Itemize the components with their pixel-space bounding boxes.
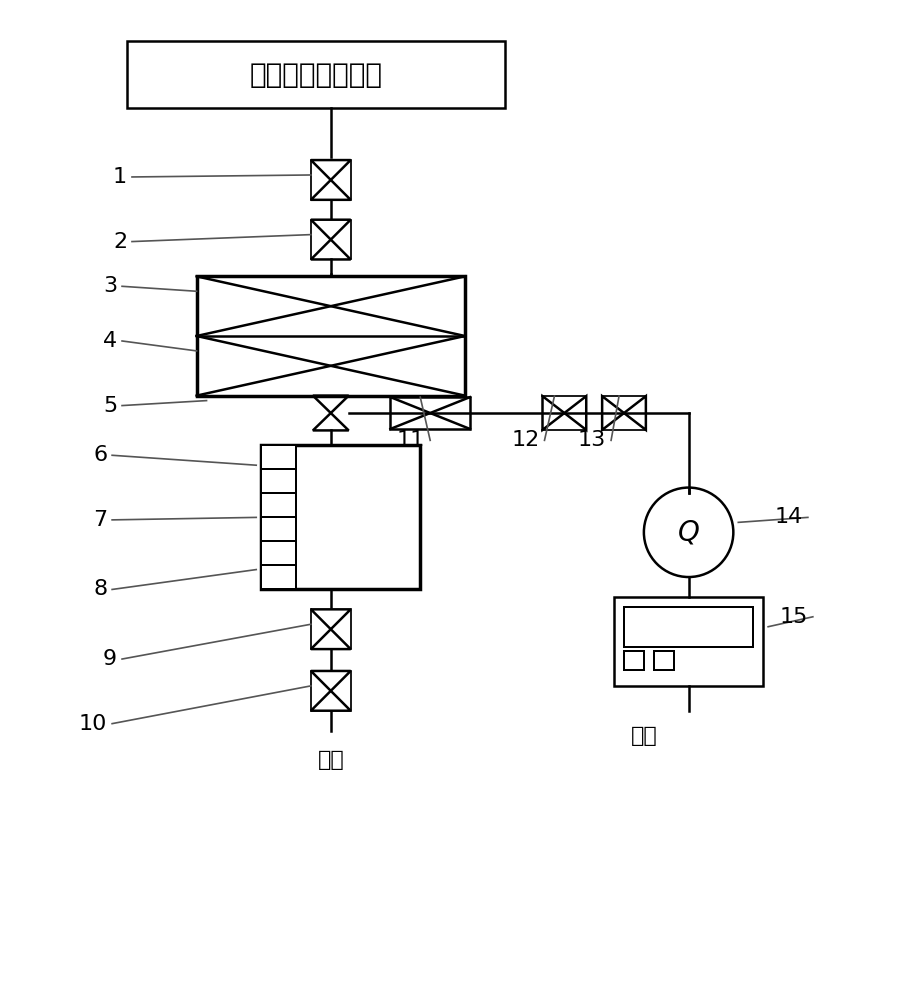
Bar xyxy=(653,651,673,670)
Bar xyxy=(261,493,296,517)
Bar xyxy=(390,397,470,429)
Text: 排放: 排放 xyxy=(317,750,344,770)
Text: 14: 14 xyxy=(774,507,802,527)
Text: 8: 8 xyxy=(93,579,107,599)
Text: 15: 15 xyxy=(778,607,807,627)
Bar xyxy=(261,565,296,589)
Bar xyxy=(261,517,296,541)
Text: 5: 5 xyxy=(103,396,117,416)
Bar xyxy=(261,469,296,493)
Text: 1: 1 xyxy=(113,167,127,187)
Bar xyxy=(197,276,464,396)
FancyBboxPatch shape xyxy=(127,41,505,108)
Bar xyxy=(613,597,763,686)
Text: 7: 7 xyxy=(93,510,107,530)
Bar xyxy=(261,541,296,565)
Text: 4: 4 xyxy=(103,331,117,351)
Text: 12: 12 xyxy=(511,430,539,450)
Text: 6: 6 xyxy=(93,445,107,465)
Text: 13: 13 xyxy=(577,430,606,450)
Text: 11: 11 xyxy=(396,430,425,450)
Bar xyxy=(623,651,643,670)
Text: 高温高压蒸汽管道: 高温高压蒸汽管道 xyxy=(249,61,382,89)
Bar xyxy=(261,445,296,469)
Text: 10: 10 xyxy=(79,714,107,734)
Text: Q: Q xyxy=(677,518,698,546)
Bar xyxy=(261,445,420,589)
Text: 9: 9 xyxy=(103,649,117,669)
Bar xyxy=(623,607,753,647)
Text: 3: 3 xyxy=(103,276,117,296)
Text: 2: 2 xyxy=(113,232,127,252)
Text: 排放: 排放 xyxy=(630,726,656,746)
